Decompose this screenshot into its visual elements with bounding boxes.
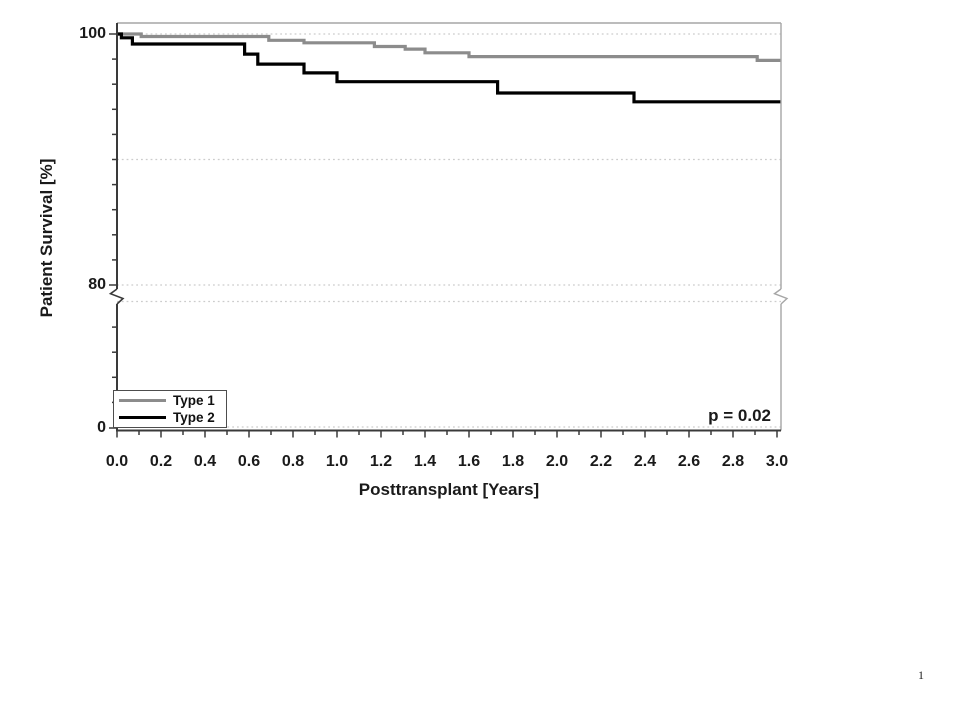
x-tick-label: 2.8: [721, 453, 745, 470]
x-tick-label: 1.4: [413, 453, 437, 470]
x-tick-label: 1.8: [501, 453, 525, 470]
x-tick-label: 1.0: [325, 453, 349, 470]
survival-curves: [117, 32, 781, 104]
x-tick-label: 0.2: [149, 453, 173, 470]
x-tick-label: 0.6: [237, 453, 261, 470]
axes-and-frame: [116, 22, 782, 432]
legend-item-type-2: Type 2: [119, 409, 226, 425]
axis-break-marks: [108, 288, 789, 305]
x-tick-label: 1.2: [369, 453, 393, 470]
legend-label-type-2: Type 2: [173, 409, 215, 425]
survival-curve-type-2: [117, 32, 781, 104]
x-tick-label: 1.6: [457, 453, 481, 470]
y-axis-title: Patient Survival [%]: [37, 158, 56, 318]
survival-curve-type-1: [117, 32, 781, 62]
x-tick-label: 2.2: [589, 453, 613, 470]
y-tick-label: 100: [79, 25, 106, 42]
x-tick-label: 2.0: [545, 453, 569, 470]
type-1-line-swatch: [119, 398, 166, 403]
x-tick-label: 0.4: [193, 453, 217, 470]
x-axis-title: Posttransplant [Years]: [358, 480, 540, 499]
x-tick-label: 2.4: [633, 453, 657, 470]
tick-marks: [109, 33, 778, 438]
y-axis-break-left: [108, 288, 125, 305]
y-tick-label: 80: [88, 276, 106, 293]
x-tick-label: 3.0: [765, 453, 789, 470]
p-value-annotation: p = 0.02: [708, 406, 771, 425]
legend-item-type-1: Type 1: [119, 393, 226, 409]
gridlines: [117, 33, 781, 428]
legend-label-type-1: Type 1: [173, 393, 215, 409]
legend: Type 1 Type 2: [113, 390, 227, 428]
y-tick-label: 0: [97, 419, 106, 436]
x-tick-label: 2.6: [677, 453, 701, 470]
slide-page-number: 1: [918, 668, 924, 682]
x-tick-label: 0.8: [281, 453, 305, 470]
x-tick-label: 0.0: [105, 453, 129, 470]
y-axis-break-right: [773, 288, 789, 305]
type-2-line-swatch: [119, 415, 166, 420]
